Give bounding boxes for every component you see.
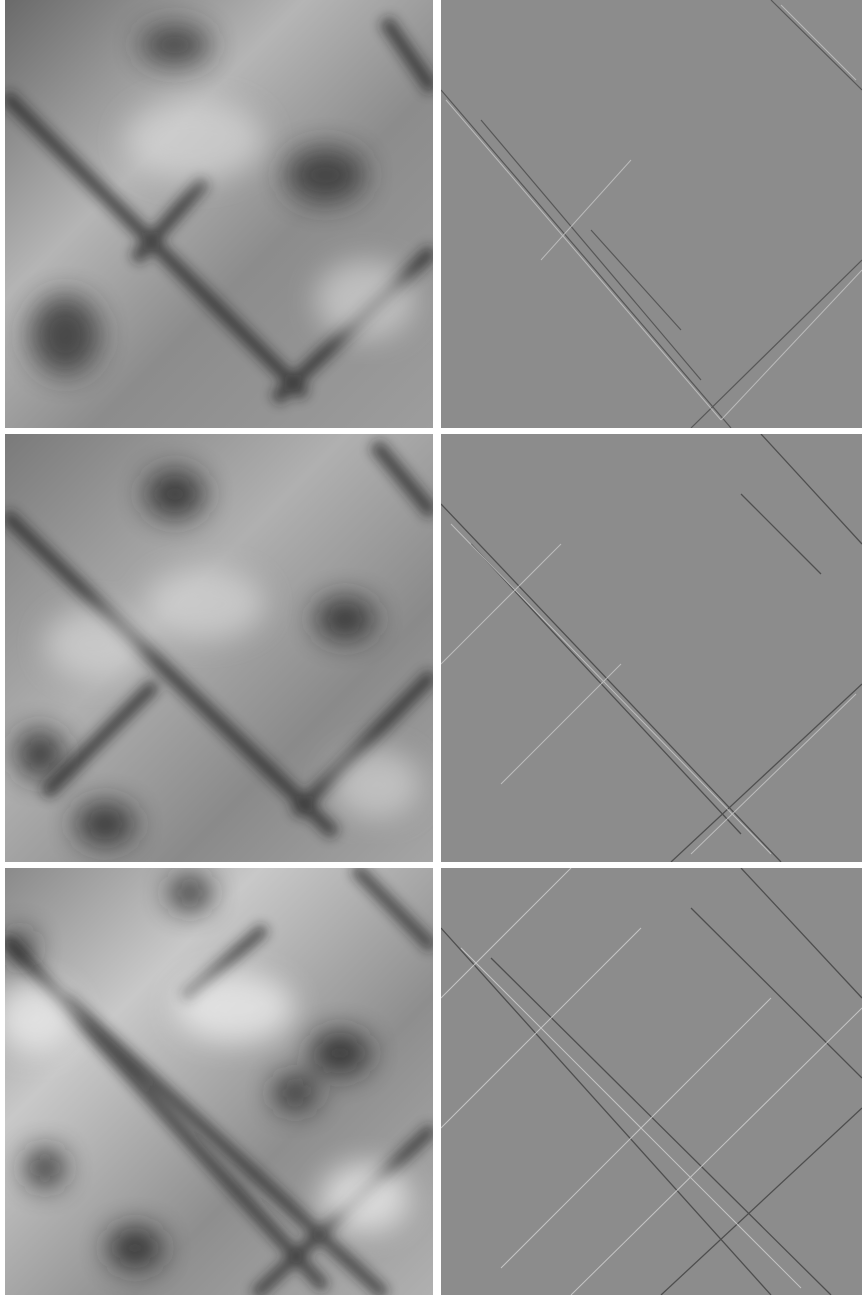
height-map-panel-2 (5, 434, 433, 862)
gradient-map-panel-3 (441, 868, 862, 1295)
gradient-map-image-2 (441, 434, 862, 862)
gradient-map-image-1 (441, 0, 862, 428)
height-map-panel-1 (5, 0, 433, 428)
height-map-panel-3 (5, 868, 433, 1295)
gradient-map-panel-1 (441, 0, 862, 428)
height-map-image-2 (5, 434, 433, 862)
height-map-image-3 (5, 868, 433, 1295)
height-map-image-1 (5, 0, 433, 428)
gradient-map-panel-2 (441, 434, 862, 862)
gradient-map-image-3 (441, 868, 862, 1295)
